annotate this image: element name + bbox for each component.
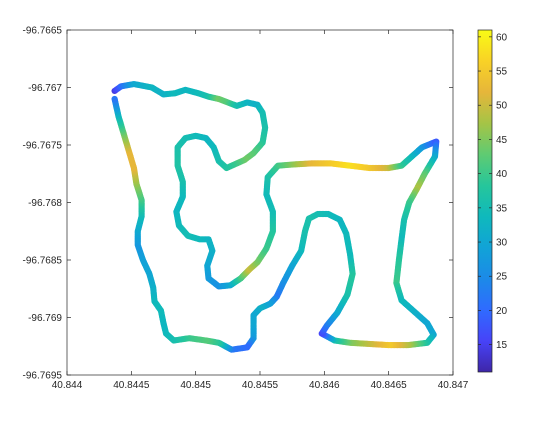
y-tick-label: -96.7695 (23, 371, 63, 382)
y-tick-label: -96.767 (28, 83, 62, 94)
colorbar-tick-label: 55 (496, 67, 508, 78)
colorbar-tick-label: 40 (496, 169, 508, 180)
x-tick-label: 40.8455 (242, 380, 279, 391)
y-tick-label: -96.769 (28, 313, 62, 324)
x-tick-label: 40.8465 (371, 380, 408, 391)
x-tick-label: 40.844 (52, 380, 83, 391)
colorbar-tick-label: 45 (496, 135, 508, 146)
colorbar-tick-label: 50 (496, 101, 508, 112)
x-tick-label: 40.8445 (113, 380, 150, 391)
colorbar-tick-label: 60 (496, 32, 508, 43)
colorbar-tick-label: 35 (496, 203, 508, 214)
plot-area (66, 29, 454, 376)
y-tick-label: -96.768 (28, 198, 62, 209)
x-tick-label: 40.845 (180, 380, 211, 391)
x-axis: 40.844 40.8445 40.845 40.8455 40.846 40.8465 4… (52, 30, 469, 391)
colorbar-tick-label: 25 (496, 272, 508, 283)
y-tick-label: -96.7685 (23, 256, 63, 267)
colorbar: 15 20 25 30 35 40 45 50 55 60 (477, 29, 508, 373)
x-tick-label: 40.847 (438, 380, 469, 391)
track-points (111, 80, 440, 353)
colorbar-ticks: 15 20 25 30 35 40 45 50 55 60 (478, 32, 508, 351)
x-tick-label: 40.846 (309, 380, 340, 391)
y-axis: -96.7665 -96.767 -96.7675 -96.768 -96.7685 -9… (23, 26, 453, 382)
track-point (111, 95, 118, 103)
colorbar-tick-label: 15 (496, 340, 508, 351)
colorbar-gradient (477, 29, 493, 373)
y-tick-label: -96.7665 (23, 26, 63, 37)
colorbar-tick-label: 30 (496, 238, 508, 249)
colorbar-tick-label: 20 (496, 306, 508, 317)
y-tick-label: -96.7675 (23, 141, 63, 152)
